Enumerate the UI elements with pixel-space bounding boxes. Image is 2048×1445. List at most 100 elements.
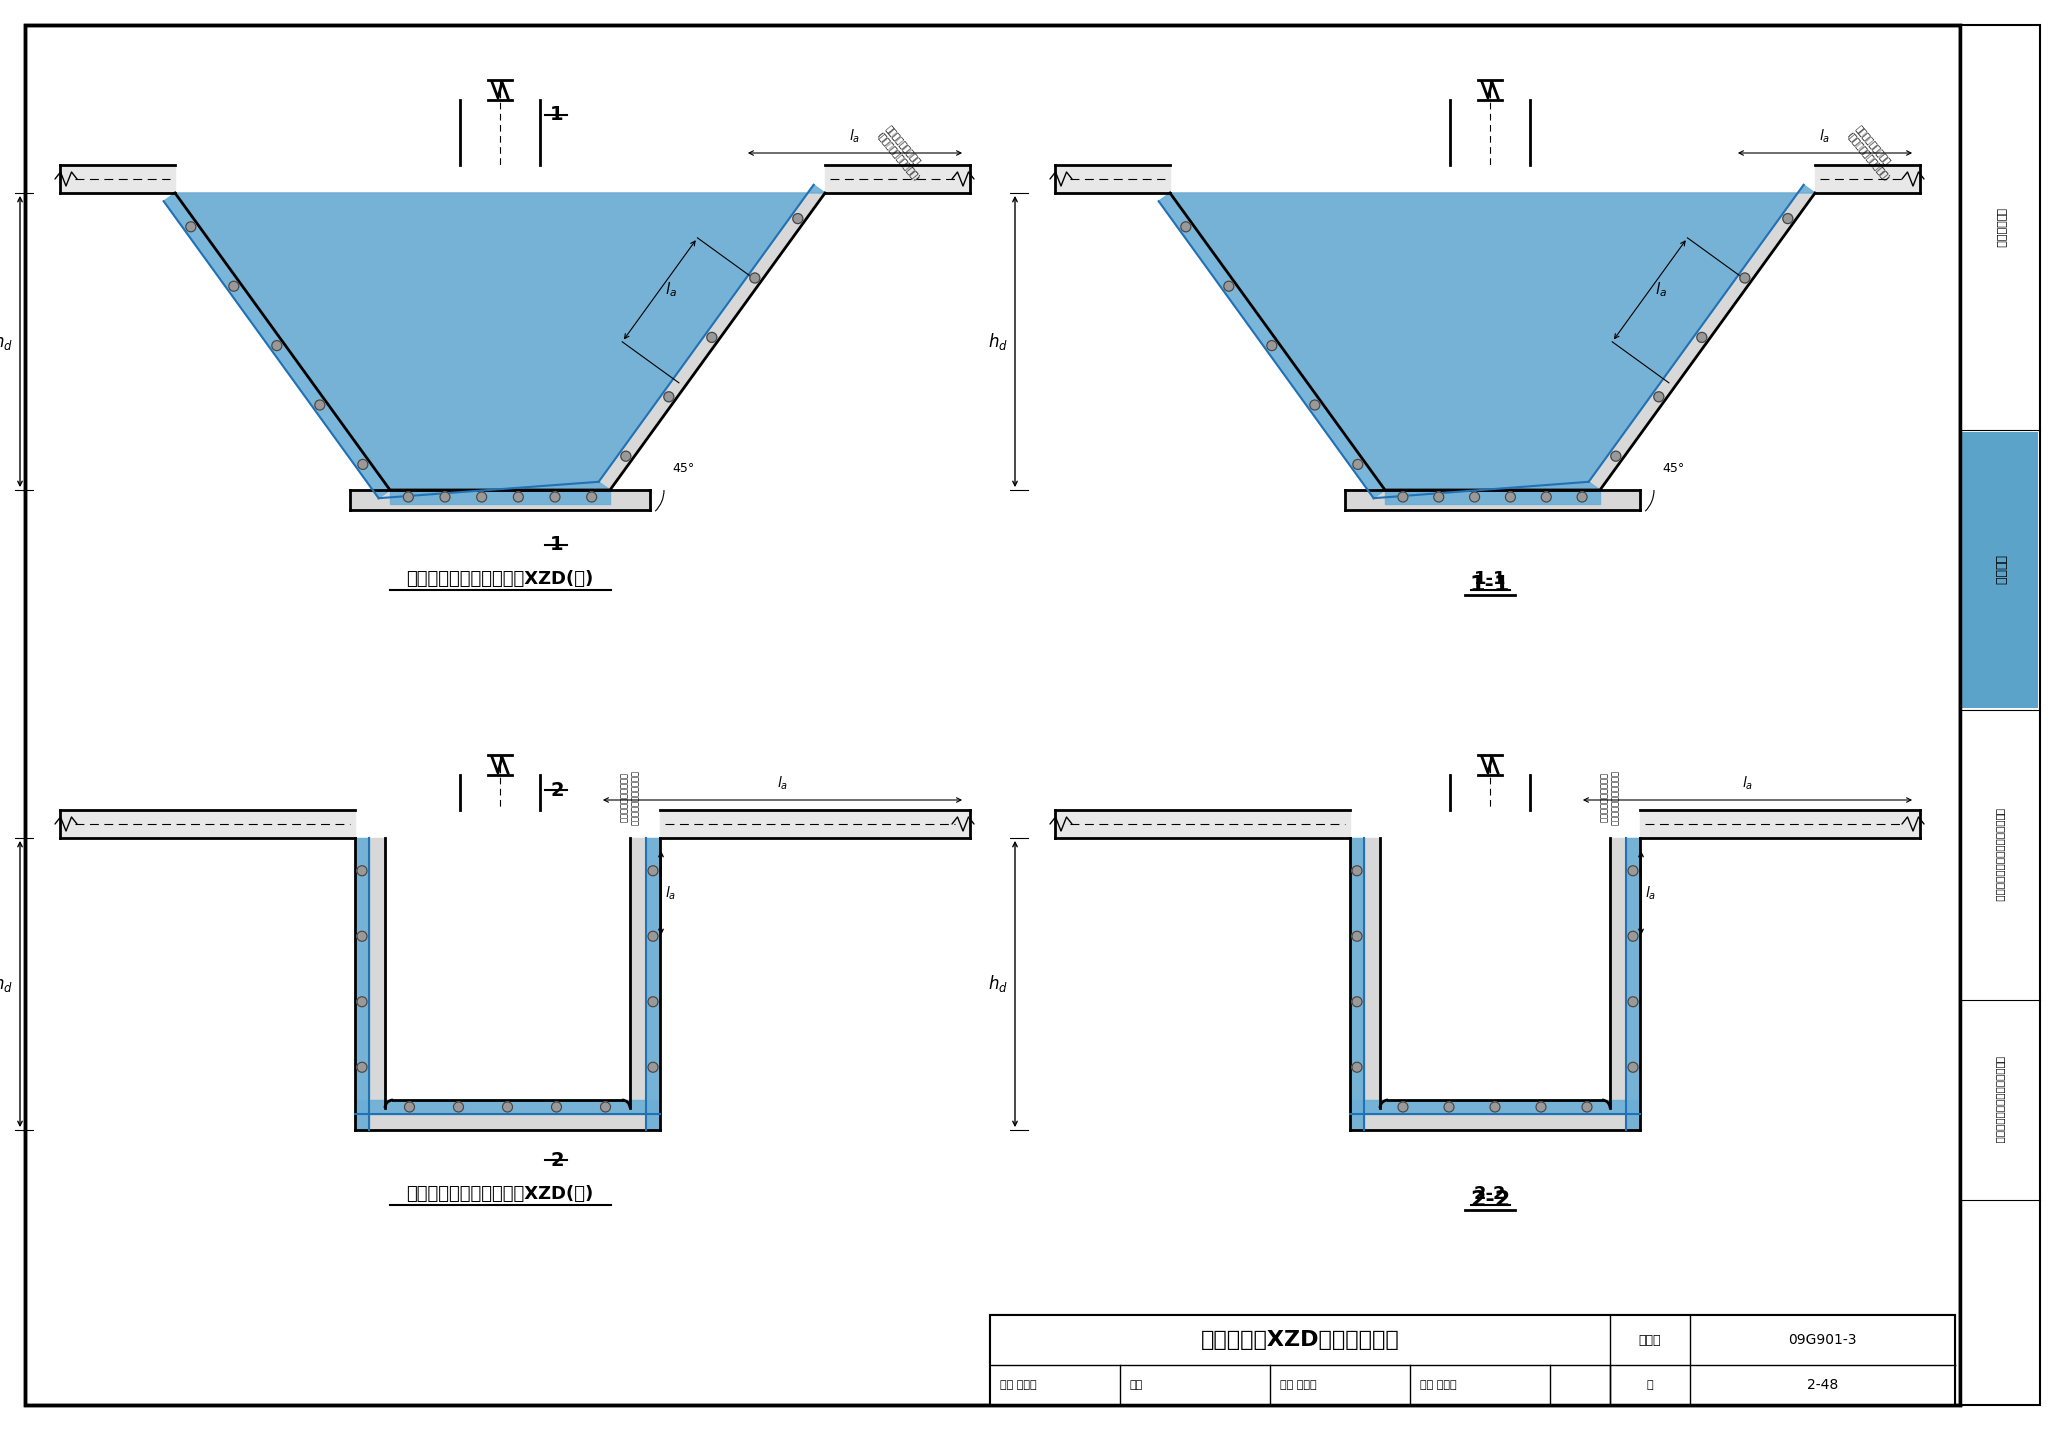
Circle shape [1399,1103,1409,1113]
Text: 2-48: 2-48 [1806,1379,1839,1392]
Text: 独立基础、条形基础、桩基承台: 独立基础、条形基础、桩基承台 [1995,1056,2005,1144]
Circle shape [647,931,657,941]
Circle shape [477,491,487,501]
Polygon shape [1610,838,1640,1130]
Circle shape [1542,491,1550,501]
Circle shape [1311,400,1319,410]
Text: $l_a$: $l_a$ [776,775,788,792]
Circle shape [1536,1103,1546,1113]
Polygon shape [1384,490,1599,504]
Circle shape [707,332,717,342]
Polygon shape [389,490,610,504]
Circle shape [664,392,674,402]
Circle shape [1628,866,1638,876]
Circle shape [1577,491,1587,501]
Circle shape [793,214,803,224]
Circle shape [621,451,631,461]
Polygon shape [1626,838,1640,1130]
Circle shape [1354,460,1362,470]
Text: 筏板基础、箱形基础、地下室结构: 筏板基础、箱形基础、地下室结构 [1995,808,2005,902]
Bar [989,1315,1956,1405]
Polygon shape [1055,811,1350,838]
Text: $l_a$: $l_a$ [1655,280,1667,299]
Polygon shape [645,838,659,1130]
Text: $h_d$: $h_d$ [0,974,12,994]
Circle shape [1268,341,1276,351]
Text: 页: 页 [1647,1380,1653,1390]
Circle shape [440,491,451,501]
Polygon shape [1815,165,1921,194]
Circle shape [586,491,596,501]
Circle shape [1698,332,1706,342]
Text: 一般构造要求: 一般构造要求 [1995,208,2005,247]
Text: $l_a$: $l_a$ [666,280,678,299]
Circle shape [1182,221,1190,231]
Text: $h_d$: $h_d$ [987,974,1008,994]
Text: 45°: 45° [1663,462,1683,475]
Text: 审核 黄志刚: 审核 黄志刚 [999,1380,1036,1390]
Circle shape [1352,931,1362,941]
Text: 设计 王怀元: 设计 王怀元 [1419,1380,1456,1390]
Text: 审核 黄志刚: 审核 黄志刚 [999,1380,1036,1390]
Text: 设计 王怀元: 设计 王怀元 [1419,1380,1456,1390]
Text: 基础平板钢筋锚固筋锚
基础平板较薄时纵向锚筋: 基础平板钢筋锚固筋锚 基础平板较薄时纵向锚筋 [1599,770,1620,825]
Text: 校对 张工文: 校对 张工文 [1280,1380,1317,1390]
Circle shape [315,400,326,410]
Polygon shape [59,811,354,838]
Text: 2-2: 2-2 [1470,1191,1509,1209]
Polygon shape [354,838,385,1130]
Circle shape [1628,931,1638,941]
Circle shape [1352,1062,1362,1072]
Circle shape [600,1103,610,1113]
Circle shape [647,1062,657,1072]
Polygon shape [659,811,971,838]
Circle shape [1784,214,1792,224]
Text: 基础平板钢筋锚固筋
(当板厚较薄时纵向锚筋): 基础平板钢筋锚固筋 (当板厚较薄时纵向锚筋) [1845,124,1898,184]
Text: 2-2: 2-2 [1475,1185,1505,1204]
Polygon shape [164,185,825,499]
Polygon shape [354,1100,659,1130]
Circle shape [406,1103,414,1113]
Circle shape [1399,491,1407,501]
Polygon shape [1350,838,1364,1130]
Circle shape [358,460,369,470]
Polygon shape [350,490,649,510]
Text: 基础平板钢筋锚固筋
(当板厚较薄时纵向锚筋): 基础平板钢筋锚固筋 (当板厚较薄时纵向锚筋) [874,124,930,184]
Polygon shape [1169,194,1815,490]
Circle shape [502,1103,512,1113]
Circle shape [551,491,559,501]
Text: 2-48: 2-48 [1806,1377,1839,1392]
Polygon shape [1350,1100,1640,1114]
Text: $h_d$: $h_d$ [987,331,1008,353]
Text: 图集号: 图集号 [1638,1334,1661,1347]
Text: 校对 张工文: 校对 张工文 [1280,1380,1317,1390]
Text: 45°: 45° [672,462,694,475]
Bar [989,1315,1956,1405]
Circle shape [1434,491,1444,501]
Polygon shape [174,194,825,490]
Text: $h_d$: $h_d$ [0,331,12,353]
Polygon shape [354,838,369,1130]
Circle shape [1491,1103,1499,1113]
Text: 09G901-3: 09G901-3 [1788,1332,1858,1347]
Polygon shape [631,838,659,1130]
Text: $l_a$: $l_a$ [1819,127,1831,144]
Circle shape [1655,392,1663,402]
Bar [1962,432,2038,708]
Text: 基础平板下倒棱柱形柱墩XZD(二): 基础平板下倒棱柱形柱墩XZD(二) [406,1185,594,1204]
Polygon shape [59,160,971,520]
Polygon shape [1055,165,1169,194]
Circle shape [229,282,240,292]
Circle shape [272,341,283,351]
Text: 页: 页 [1647,1380,1653,1390]
Text: 基础下柱墩XZD钢筋排布构造: 基础下柱墩XZD钢筋排布构造 [1200,1329,1399,1350]
Bar [1960,25,2040,1405]
Text: $l_a$: $l_a$ [1743,775,1753,792]
Text: $l_a$: $l_a$ [666,884,676,902]
Text: 基础平板下倒棱台形柱墩XZD(一): 基础平板下倒棱台形柱墩XZD(一) [406,569,594,588]
Circle shape [1352,997,1362,1007]
Polygon shape [59,165,174,194]
Polygon shape [1350,838,1380,1130]
Polygon shape [1346,490,1640,510]
Text: 图集号: 图集号 [1638,1334,1661,1347]
